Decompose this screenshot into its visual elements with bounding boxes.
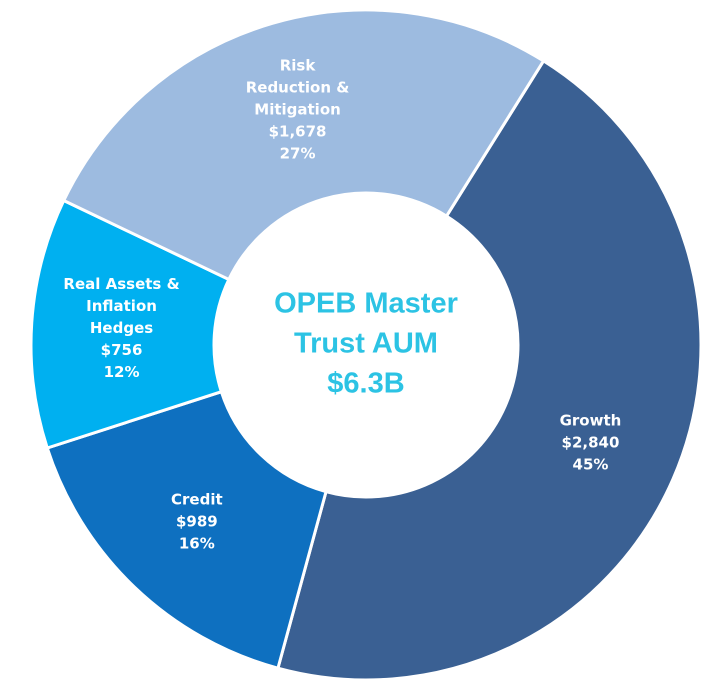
slice-label: Real Assets & [63, 275, 179, 293]
slice [45, 389, 328, 671]
slice-label: Reduction & [246, 78, 350, 96]
slice-label: $1,678 [269, 122, 327, 140]
center-label: $6.3B [327, 368, 404, 400]
slice [29, 198, 231, 450]
slice-label: Mitigation [254, 100, 341, 118]
slice [276, 58, 703, 682]
slice-label: 16% [179, 535, 215, 553]
center-label: Trust AUM [294, 328, 438, 360]
slice-label: 27% [280, 144, 316, 162]
center-label: OPEB Master [274, 288, 458, 320]
slice-label: $2,840 [562, 434, 620, 452]
slice-label: 45% [573, 456, 609, 474]
slice-label: $989 [176, 513, 218, 531]
slice-label: 12% [104, 363, 140, 381]
slice-label: Risk [280, 56, 317, 74]
slice-label: Hedges [90, 319, 153, 337]
slice [61, 8, 546, 282]
slice-label: $756 [101, 341, 143, 359]
slice-label: Growth [560, 412, 622, 430]
donut-hole [215, 194, 517, 496]
slice-label: Credit [171, 491, 223, 509]
slice-label: Inflation [86, 297, 157, 315]
